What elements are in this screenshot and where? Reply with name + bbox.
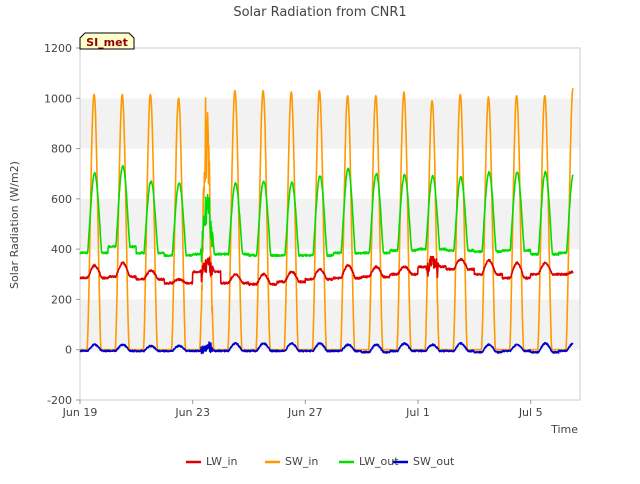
legend: LW_in SW_in LW_out SW_out <box>186 455 455 468</box>
series-line-lw-out <box>79 164 574 263</box>
series-line-lw-in <box>79 255 574 287</box>
station-badge-label: SI_met <box>86 36 128 49</box>
grid-band <box>80 299 580 350</box>
y-tick-label: 200 <box>51 293 72 306</box>
x-axis-label: Time <box>550 423 578 436</box>
y-tick-label: 0 <box>65 344 72 357</box>
series-line-sw-out <box>79 341 574 355</box>
grid-band <box>80 98 580 149</box>
legend-label: SW_in <box>285 455 318 468</box>
chart-title: Solar Radiation from CNR1 <box>233 5 406 20</box>
station-badge: SI_met <box>79 32 135 50</box>
y-tick-label: 600 <box>51 193 72 206</box>
y-axis: -200 0 200 400 600 800 1000 1200 <box>44 42 80 407</box>
y-tick-label: 1200 <box>44 42 72 55</box>
grid-band <box>80 198 580 250</box>
x-axis: Jun 19 Jun 23 Jun 27 Jul 1 Jul 5 <box>62 400 543 419</box>
y-tick-label: -200 <box>47 394 72 407</box>
plot-area <box>79 47 581 401</box>
x-tick-label: Jun 27 <box>287 406 323 419</box>
y-tick-label: 400 <box>51 243 72 256</box>
grid-band <box>80 48 580 99</box>
legend-label: SW_out <box>413 455 455 468</box>
series-layer <box>79 87 574 355</box>
background-bands <box>80 48 580 400</box>
x-tick-label: Jul 5 <box>518 406 543 419</box>
y-tick-label: 1000 <box>44 92 72 105</box>
station-badge-box <box>79 32 135 50</box>
x-tick-label: Jun 23 <box>174 406 210 419</box>
y-tick-label: 800 <box>51 143 72 156</box>
grid-band <box>80 349 580 400</box>
grid-band <box>80 148 580 199</box>
legend-label: LW_in <box>206 455 238 468</box>
x-tick-label: Jul 1 <box>405 406 430 419</box>
legend-label: LW_out <box>359 455 399 468</box>
y-axis-label: Solar Radiation (W/m2) <box>8 161 21 289</box>
x-tick-label: Jun 19 <box>62 406 98 419</box>
